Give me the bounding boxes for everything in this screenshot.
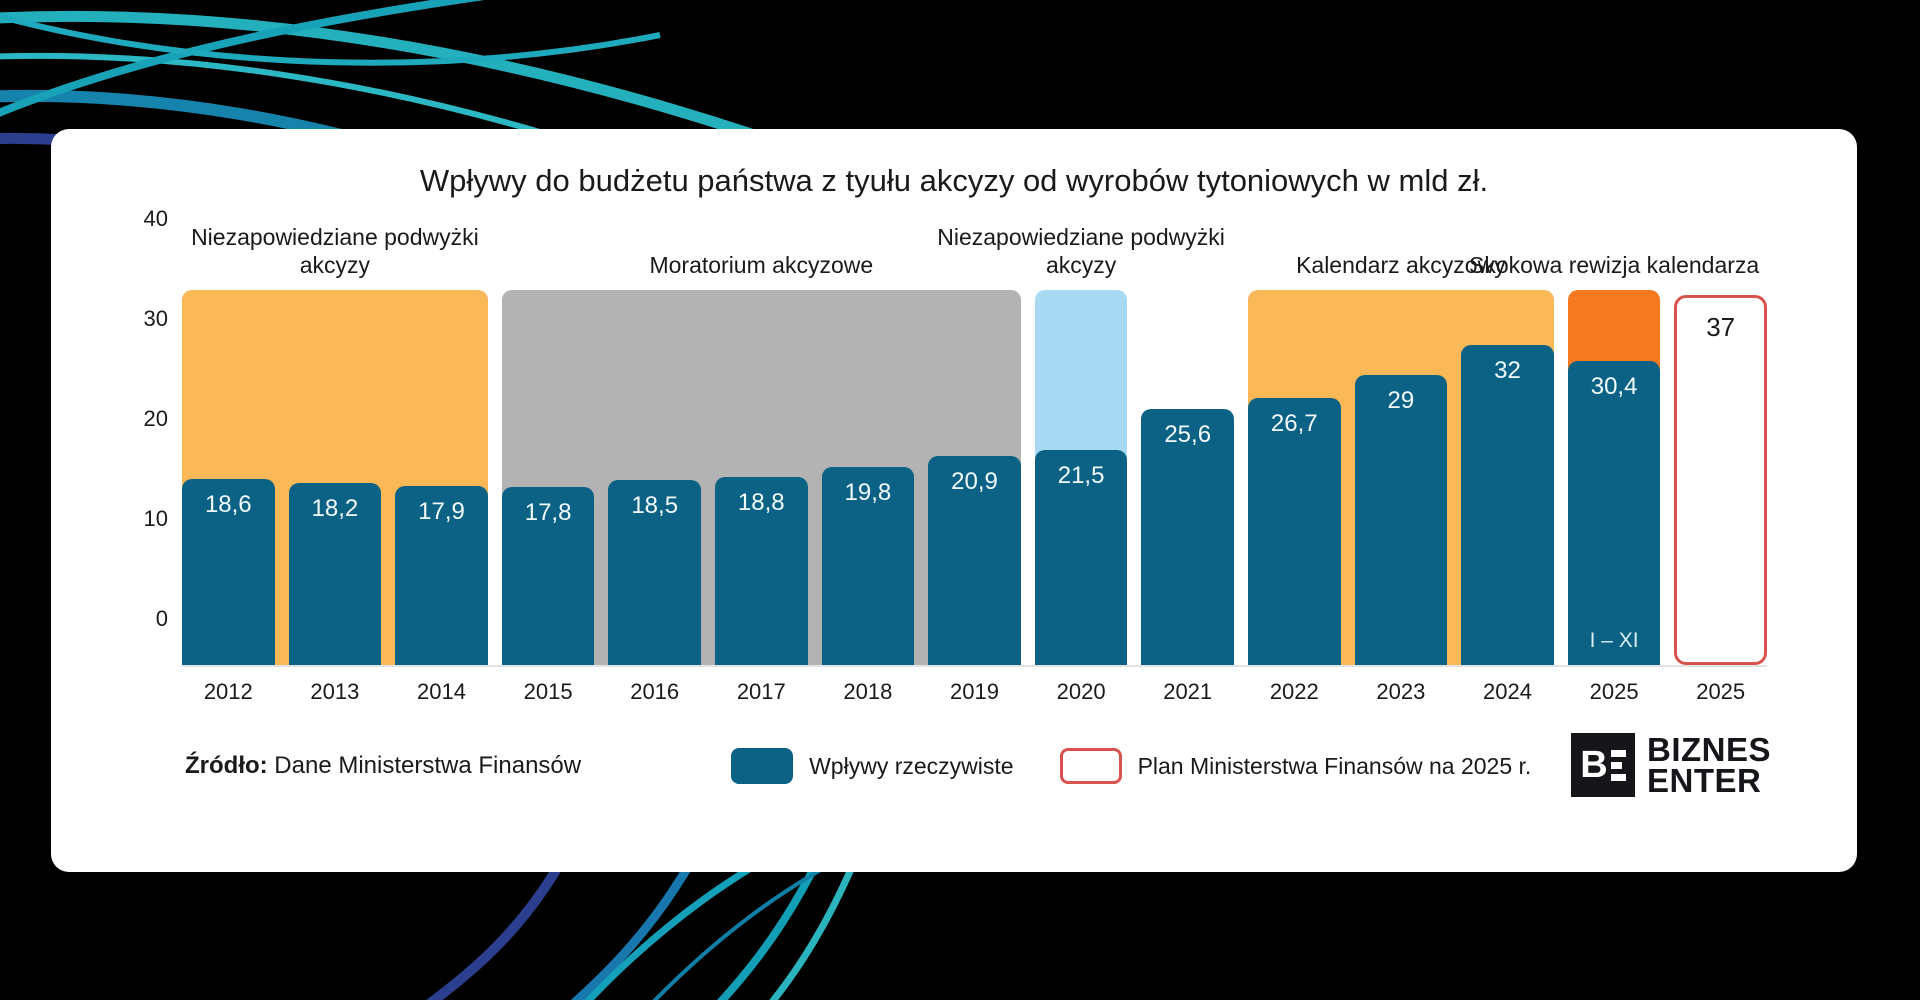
legend-swatch-plan <box>1059 748 1122 784</box>
x-axis-label: 2014 <box>417 679 466 704</box>
x-axis-label: 2015 <box>523 679 573 704</box>
legend-swatch-actual <box>731 748 794 784</box>
annotation-label-3: Kalendarz akcyzowy <box>1296 251 1506 278</box>
bar-2025: 30,4 I – XI <box>1567 361 1661 665</box>
x-axis: 2012 2013 2014 2015 2016 2017 2018 2019 2020 2021… <box>182 679 1767 705</box>
bar-value-label: 26,7 <box>1270 410 1318 437</box>
bar-2023: 29 <box>1354 375 1448 665</box>
bar-2021: 25,6 <box>1141 409 1234 665</box>
x-axis-label: 2017 <box>736 679 786 704</box>
bar-value-label: 18,2 <box>311 495 359 522</box>
chart-footer: Źródło: Dane Ministerstwa Finansów Wpływ… <box>51 731 1857 801</box>
y-axis-tick: 20 <box>143 406 168 431</box>
bar-value-label: 29 <box>1387 387 1415 414</box>
y-axis-tick: 30 <box>143 306 168 331</box>
bar-2014: 17,9 <box>395 486 488 665</box>
x-axis-label: 2013 <box>310 679 360 704</box>
x-axis-label: 2024 <box>1483 679 1532 704</box>
chart-title: Wpływy do budżetu państwa z tyułu akcyzy… <box>419 163 1489 198</box>
bar-2018: 19,8 <box>821 467 915 665</box>
annotation-label-2: Niezapowiedziane podwyżki akcyzy <box>937 223 1225 278</box>
x-axis-label: 2021 <box>1163 679 1213 704</box>
bar-2022: 26,7 <box>1247 398 1341 665</box>
y-axis: 0 10 20 30 40 <box>116 206 168 631</box>
x-axis-label: 2025 <box>1589 679 1639 704</box>
x-axis-label: 2016 <box>630 679 680 704</box>
bar-value-label: 25,6 <box>1164 421 1212 448</box>
annotation-label-4: Skokowa rewizja kalendarza <box>1468 251 1760 278</box>
bar-period-label: I – XI <box>1589 629 1639 652</box>
x-axis-label: 2012 <box>203 679 253 704</box>
bar-2017: 18,8 <box>714 477 808 665</box>
y-axis-tick: 40 <box>143 206 168 231</box>
chart-card: Wpływy do budżetu państwa z tyułu akcyzy… <box>51 129 1857 872</box>
bar-value-label: 21,5 <box>1057 462 1105 489</box>
logo-e-bars <box>1610 749 1626 781</box>
y-axis-tick: 0 <box>155 606 168 631</box>
source-note: Źródło: Dane Ministerstwa Finansów <box>185 752 581 780</box>
bar-2020: 21,5 <box>1034 450 1128 665</box>
legend-label-actual: Wpływy rzeczywiste <box>809 752 1014 779</box>
x-axis-label: 2019 <box>950 679 999 704</box>
logo-wordmark: BIZNES ENTER <box>1646 730 1771 799</box>
bar-2025-plan: 37 <box>1674 295 1767 665</box>
legend-label-plan: Plan Ministerstwa Finansów na 2025 r. <box>1137 752 1532 779</box>
bar-value-label: 20,9 <box>951 468 998 495</box>
biznes-enter-logo-icon: B <box>1570 733 1635 797</box>
bar-2016: 18,5 <box>608 480 701 665</box>
x-axis-label: 2025 <box>1696 679 1746 704</box>
plot-area: 18,6 18,2 17,9 17,8 18,5 18,8 19,8 20,9 21,5 25,6… <box>182 265 1767 667</box>
logo-monogram-letter: B <box>1580 744 1608 786</box>
annotation-row: Niezapowiedziane podwyżki akcyzy Moratori… <box>182 219 1767 279</box>
bar-value-label: 19,8 <box>844 479 892 506</box>
bar-value-label: 18,8 <box>737 489 785 516</box>
bar-value-label: 32 <box>1494 357 1521 384</box>
legend-item-actual: Wpływy rzeczywiste <box>731 748 1014 784</box>
source-text: Dane Ministerstwa Finansów <box>267 752 582 779</box>
chart-area: 0 10 20 30 40 Niezapowiedziane podwyżki akcy… <box>144 206 1767 705</box>
bar-value-label: 17,8 <box>524 499 572 526</box>
legend-item-plan: Plan Ministerstwa Finansów na 2025 r. <box>1059 748 1532 784</box>
bar-value-label: 18,5 <box>631 492 679 519</box>
legend: Wpływy rzeczywiste Plan Ministerstwa Fin… <box>731 748 1531 784</box>
annotation-label-1: Moratorium akcyzowe <box>649 251 874 278</box>
x-axis-label: 2023 <box>1376 679 1426 704</box>
bar-value-label: 17,9 <box>418 498 465 525</box>
bar-value-label: 37 <box>1706 312 1736 342</box>
annotation-label-0: Niezapowiedziane podwyżki akcyzy <box>191 223 479 278</box>
bar-value-label: 18,6 <box>204 491 252 518</box>
bar-2015: 17,8 <box>501 487 595 665</box>
logo-line1: BIZNES <box>1646 730 1771 768</box>
x-axis-label: 2022 <box>1269 679 1319 704</box>
bar-2013: 18,2 <box>288 483 382 665</box>
x-axis-label: 2018 <box>843 679 893 704</box>
source-label: Źródło: <box>185 752 268 779</box>
y-axis-tick: 10 <box>143 506 168 531</box>
bar-2019: 20,9 <box>928 456 1021 665</box>
bar-value-label: 30,4 <box>1590 373 1638 400</box>
bar-2012: 18,6 <box>182 479 275 665</box>
x-axis-label: 2020 <box>1056 679 1106 704</box>
biznes-enter-logo: B BIZNES ENTER <box>1570 730 1771 799</box>
logo-line2: ENTER <box>1646 762 1762 799</box>
bar-2024: 32 <box>1461 345 1554 665</box>
